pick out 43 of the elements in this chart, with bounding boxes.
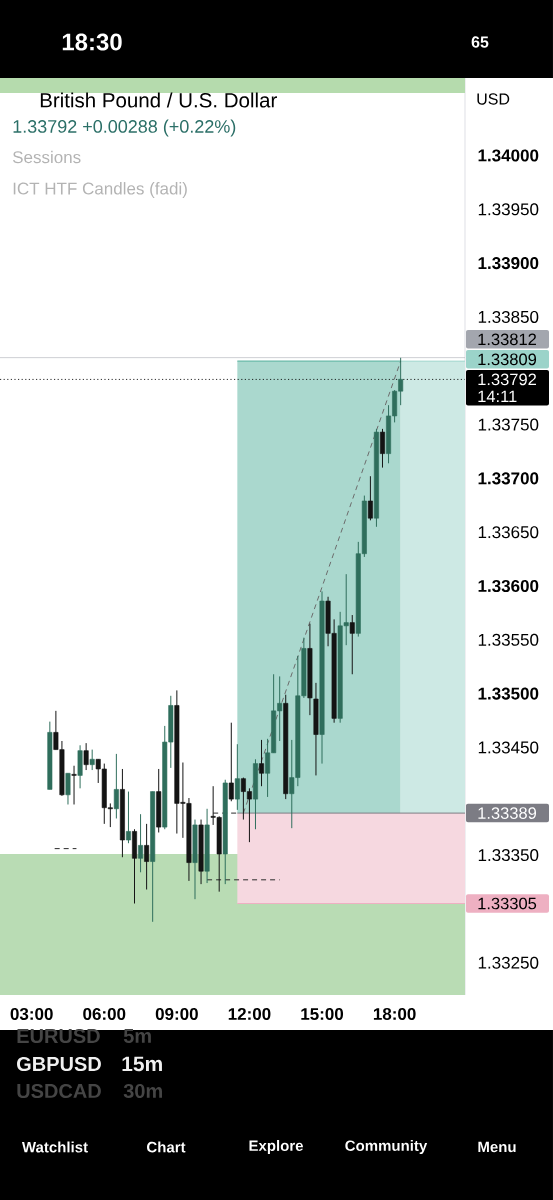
- y-tick-label: 1.33900: [478, 257, 539, 270]
- data-label: 1.33809: [478, 353, 537, 366]
- text: 5m: [123, 1029, 151, 1043]
- text: Chart: [147, 1141, 186, 1153]
- text: British Pound / U.S. Dollar: [40, 92, 277, 108]
- text: 65: [471, 36, 489, 48]
- y-tick-label: 1.33450: [478, 741, 539, 754]
- y-tick-label: 1.33850: [478, 310, 539, 323]
- text: GBPUSD: [17, 1056, 101, 1072]
- annotation: ICT HTF Candles (fadi): [13, 182, 187, 198]
- text: 30m: [123, 1083, 162, 1099]
- data-label: 1.33305: [478, 897, 537, 910]
- text: Menu: [478, 1141, 516, 1153]
- y-tick-label: 1.33550: [478, 633, 539, 646]
- y-tick-label: 1.33350: [478, 849, 539, 862]
- ref-line-label: 1.33812: [478, 333, 536, 346]
- annotation: Sessions: [12, 150, 81, 164]
- text: 14:11: [478, 390, 517, 403]
- text: Explore: [249, 1140, 303, 1154]
- text: 15m: [122, 1056, 162, 1072]
- y-tick-label: 1.33750: [478, 418, 539, 431]
- y-tick-label: 1.33700: [478, 472, 539, 485]
- text: Watchlist: [21, 1141, 88, 1153]
- y-tick-label: 1.33500: [478, 687, 539, 700]
- y-tick-label: 1.33950: [478, 203, 539, 216]
- x-tick-label: 12:00: [228, 1007, 271, 1021]
- text: USD: [477, 93, 510, 105]
- text: 1.33792 +0.00288 (+0.22%): [13, 119, 236, 137]
- text: 18:30: [62, 33, 122, 51]
- text: EURUSD: [17, 1028, 100, 1044]
- y-tick-label: 1.33650: [478, 526, 539, 539]
- y-tick-label: 1.33250: [478, 956, 539, 969]
- x-tick-label: 09:00: [155, 1007, 198, 1021]
- x-tick-label: 06:00: [83, 1007, 126, 1021]
- ref-line-label: 1.33792: [478, 373, 536, 386]
- text: USDCAD: [17, 1083, 101, 1099]
- y-tick-label: 1.33600: [478, 579, 539, 593]
- x-tick-label: 03:00: [10, 1007, 53, 1021]
- x-tick-label: 18:00: [373, 1007, 416, 1021]
- data-label: 1.33389: [478, 807, 537, 819]
- text: Community: [345, 1140, 428, 1154]
- x-tick-label: 15:00: [301, 1007, 344, 1021]
- y-tick-label: 1.34000: [478, 149, 539, 162]
